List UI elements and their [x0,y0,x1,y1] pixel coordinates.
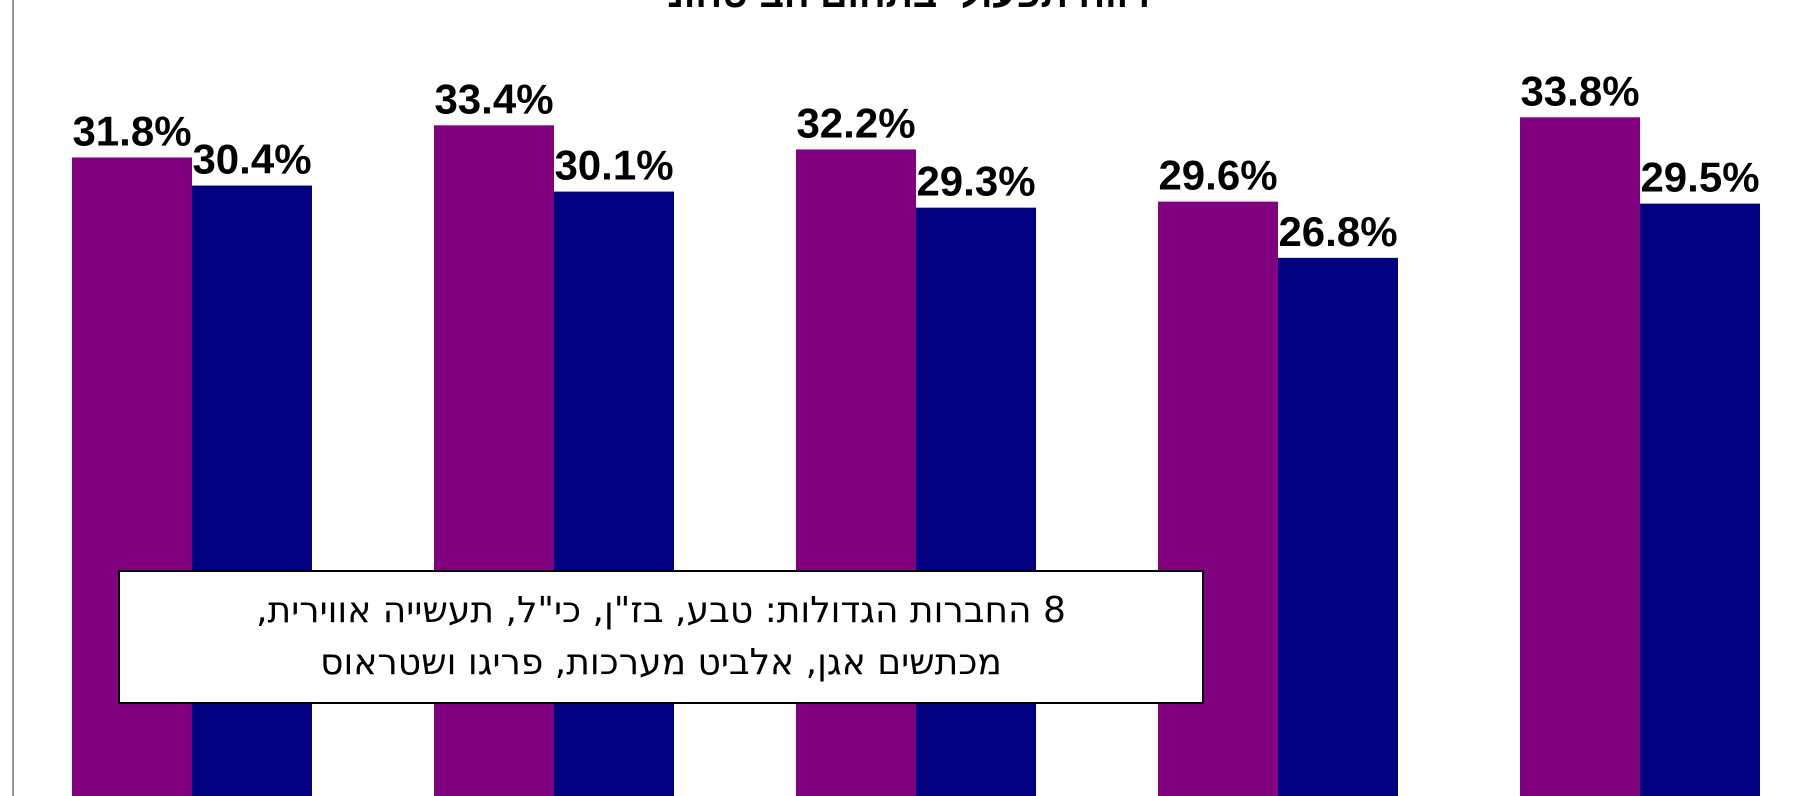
note-box: 8 החברות הגדולות: טבע, בז"ן, כי"ל, תעשיי… [118,570,1204,704]
bar-series-1-group-4 [1158,201,1278,796]
bar-series-1-group-5 [1520,117,1640,796]
note-line-2: מכתשים אגן, אלביט מערכות, פריגו ושטראוס [320,642,1002,683]
data-label-series-2-group-5: 29.5% [1640,154,1759,201]
bar-series-2-group-2 [554,191,674,796]
data-label-series-2-group-3: 29.3% [916,158,1035,205]
data-label-series-1-group-1: 31.8% [72,107,191,154]
note-line-1: 8 החברות הגדולות: טבע, בז"ן, כי"ל, תעשיי… [256,590,1066,631]
labels-layer: 31.8%30.4% 33.4%30.1% 32.2%29.3% 29.6%26.8%… [72,67,1759,255]
data-label-series-1-group-3: 32.2% [796,99,915,146]
bar-series-2-group-4 [1278,257,1398,796]
data-label-series-2-group-2: 30.1% [554,142,673,189]
data-label-series-1-group-4: 29.6% [1158,152,1277,199]
chart-title: רווח תפעולי בתחום הביטחוני [0,0,1806,17]
bar-series-2-group-3 [916,207,1036,796]
data-label-series-2-group-1: 30.4% [192,136,311,183]
data-label-series-1-group-2: 33.4% [434,75,553,122]
bar-series-2-group-1 [192,185,312,796]
data-label-series-1-group-5: 33.8% [1520,67,1639,114]
data-label-series-2-group-4: 26.8% [1278,208,1397,255]
bar-series-2-group-5 [1640,203,1760,796]
